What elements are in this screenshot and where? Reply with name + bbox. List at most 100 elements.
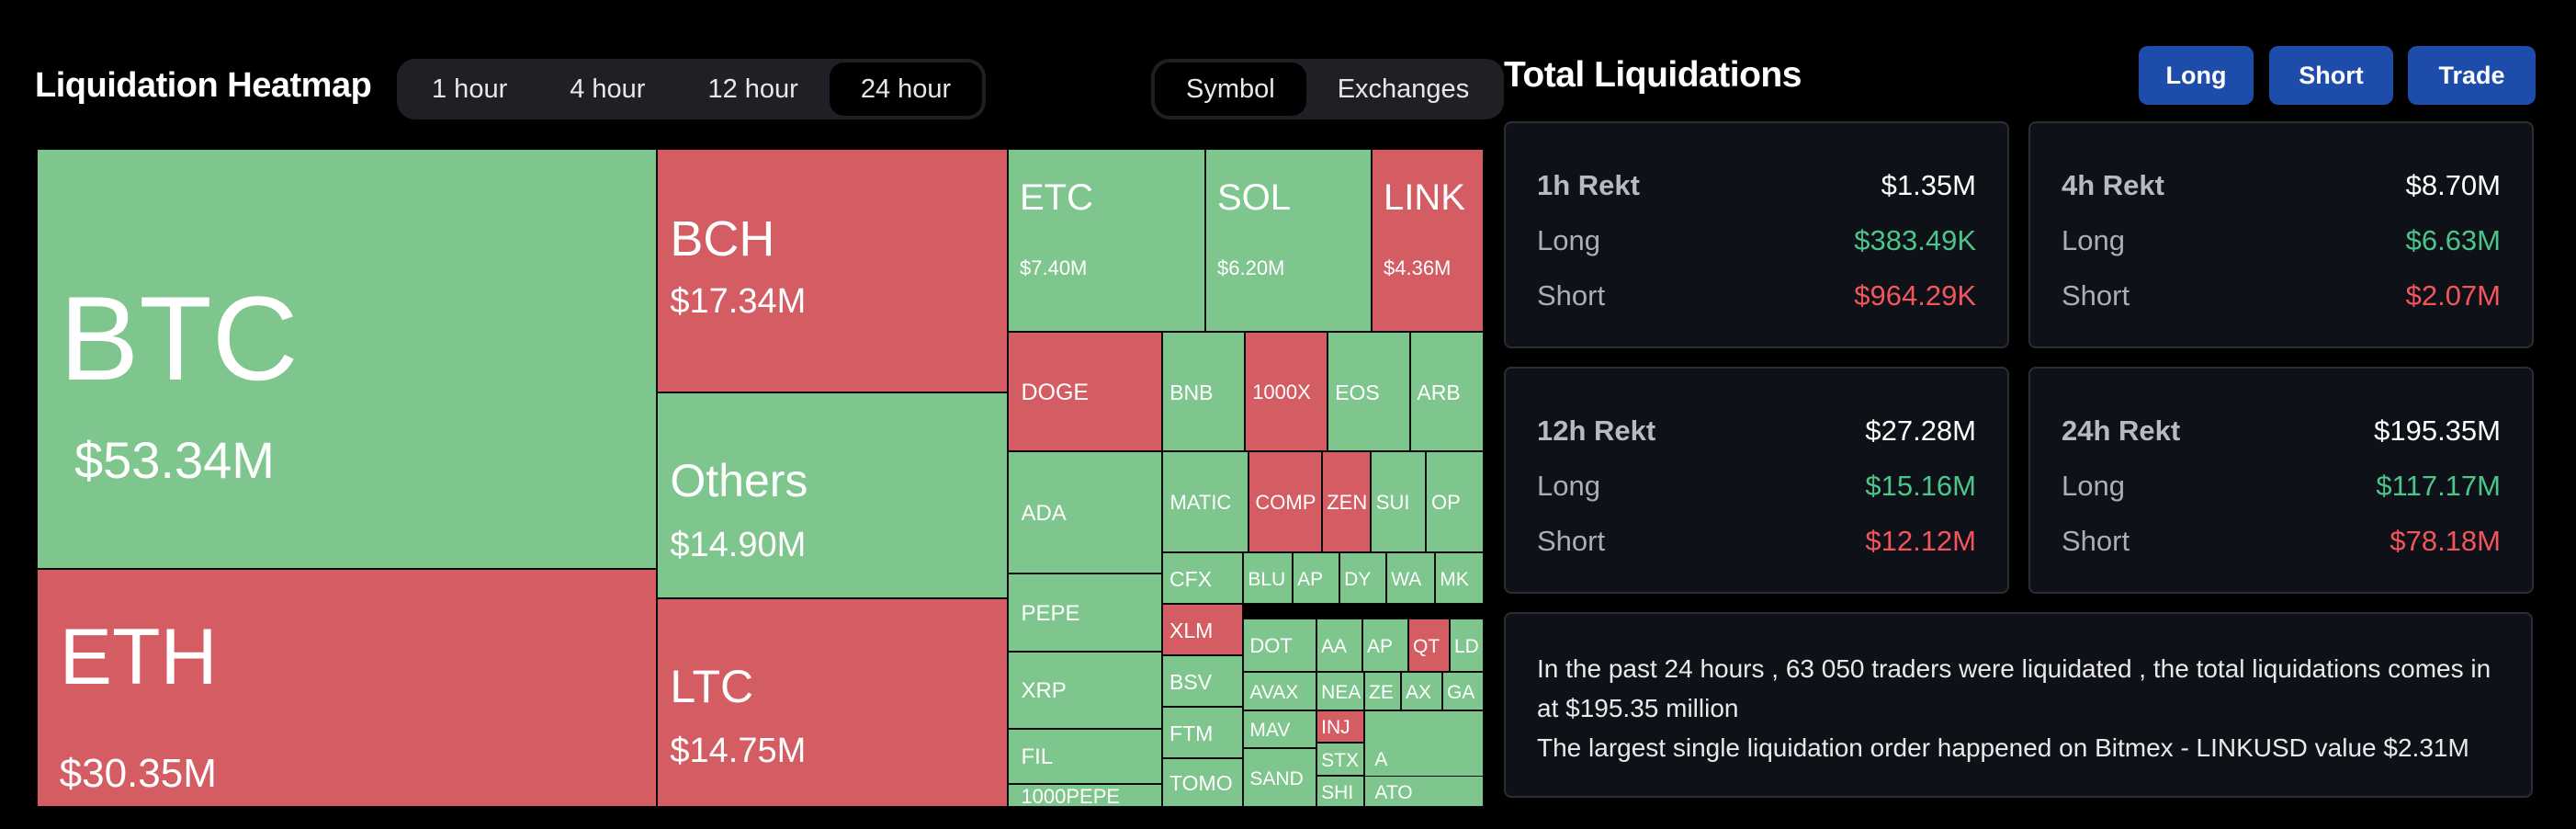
heatmap-cell-ze[interactable]: ZE — [1364, 672, 1401, 710]
heatmap-cell-eth[interactable]: ETH $30.35M — [37, 569, 657, 807]
heatmap-cell-bnb[interactable]: BNB — [1162, 332, 1245, 451]
stat-total: $1.35M — [1881, 169, 1976, 201]
heatmap-cell-mk[interactable]: MK — [1435, 552, 1484, 604]
heatmap-cell-bch[interactable]: BCH $17.34M — [657, 149, 1008, 392]
tab-12-hour[interactable]: 12 hour — [707, 74, 798, 104]
heatmap-symbol: AP — [1297, 568, 1324, 590]
heatmap-cell-xlm[interactable]: XLM — [1162, 604, 1243, 655]
heatmap-cell-blu[interactable]: BLU — [1243, 552, 1293, 604]
stats-card-24h: 24h Rekt $195.35M Long $117.17M Short $78.1… — [2028, 367, 2534, 594]
heatmap-cell-ga[interactable]: GA — [1442, 672, 1484, 710]
heatmap-cell-zen[interactable]: ZEN — [1322, 451, 1371, 552]
heatmap-symbol: ZE — [1369, 681, 1394, 703]
heatmap-cell-comp[interactable]: COMP — [1248, 451, 1322, 552]
heatmap-cell-sui[interactable]: SUI — [1371, 451, 1426, 552]
heatmap-cell-ftm[interactable]: FTM — [1162, 707, 1243, 758]
stat-total: $8.70M — [2405, 169, 2501, 201]
heatmap-symbol: AA — [1321, 635, 1348, 657]
heatmap-cell-1000pepe[interactable]: 1000PEPE — [1008, 784, 1162, 807]
heatmap-cell-ato[interactable]: ATO — [1364, 776, 1484, 807]
heatmap-symbol: ARB — [1417, 380, 1461, 404]
heatmap-symbol: SAND — [1249, 767, 1304, 789]
heatmap-cell-arb[interactable]: ARB — [1410, 332, 1484, 451]
heatmap-symbol: BTC — [59, 271, 299, 405]
heatmap-cell-doge[interactable]: DOGE — [1008, 332, 1162, 451]
heatmap-cell-cfx[interactable]: CFX — [1162, 552, 1243, 604]
heatmap-cell-mav[interactable]: MAV — [1243, 710, 1316, 748]
heatmap-cell-ap[interactable]: AP — [1293, 552, 1339, 604]
short-button[interactable]: Short — [2269, 46, 2393, 105]
liquidation-heatmap: BTC $53.34M ETH $30.35M BCH $17.34M Others $14.… — [37, 149, 1484, 807]
heatmap-value: $14.90M — [670, 526, 807, 564]
heatmap-symbol: AP — [1367, 635, 1394, 657]
heatmap-symbol: BSV — [1169, 669, 1213, 694]
heatmap-symbol: NEA — [1321, 681, 1361, 703]
heatmap-cell-wa[interactable]: WA — [1386, 552, 1435, 604]
heatmap-symbol: EOS — [1335, 380, 1380, 404]
stat-long-value: $15.16M — [1865, 470, 1976, 502]
heatmap-cell-etc[interactable]: ETC $7.40M — [1008, 149, 1205, 332]
heatmap-cell-ada[interactable]: ADA — [1008, 451, 1162, 573]
long-button[interactable]: Long — [2139, 46, 2254, 105]
heatmap-cell-btc[interactable]: BTC $53.34M — [37, 149, 657, 569]
heatmap-cell-nea[interactable]: NEA — [1316, 672, 1364, 710]
heatmap-cell-inj[interactable]: INJ — [1316, 710, 1364, 743]
heatmap-symbol: SHI — [1321, 781, 1354, 803]
heatmap-cell-sand[interactable]: SAND — [1243, 748, 1316, 807]
heatmap-cell-aa[interactable]: AA — [1316, 619, 1362, 672]
heatmap-cell-sol[interactable]: SOL $6.20M — [1205, 149, 1372, 332]
heatmap-cell-matic[interactable]: MATIC — [1162, 451, 1248, 552]
heatmap-cell-eos[interactable]: EOS — [1328, 332, 1410, 451]
timeframe-selector: 1 hour 4 hour 12 hour 24 hour — [397, 59, 987, 119]
heatmap-cell-tomo[interactable]: TOMO — [1162, 758, 1243, 807]
heatmap-cell-shi[interactable]: SHI — [1316, 776, 1364, 807]
tab-symbol[interactable]: Symbol — [1155, 62, 1306, 116]
heatmap-cell-ax[interactable]: AX — [1401, 672, 1442, 710]
stat-long-label: Long — [2062, 224, 2125, 256]
heatmap-symbol: DOGE — [1021, 379, 1090, 405]
heatmap-symbol: FIL — [1021, 744, 1054, 769]
heatmap-symbol: INJ — [1321, 717, 1350, 738]
heatmap-symbol: CFX — [1169, 566, 1213, 591]
stat-total: $27.28M — [1865, 414, 1976, 447]
heatmap-cell-bsv[interactable]: BSV — [1162, 655, 1243, 707]
stat-short-value: $78.18M — [2390, 525, 2501, 557]
heatmap-cell-others[interactable]: Others $14.90M — [657, 392, 1008, 598]
heatmap-symbol: OP — [1431, 491, 1461, 514]
heatmap-symbol: FTM — [1169, 721, 1214, 745]
heatmap-cell-avax[interactable]: AVAX — [1243, 672, 1316, 710]
stat-period: 4h Rekt — [2062, 169, 2164, 201]
heatmap-symbol: Others — [670, 455, 808, 506]
heatmap-cell-stx[interactable]: STX — [1316, 743, 1364, 776]
stat-long-value: $117.17M — [2376, 470, 2501, 502]
heatmap-cell-1000x[interactable]: 1000X — [1245, 332, 1328, 451]
heatmap-symbol: DOT — [1249, 634, 1293, 657]
tab-exchanges[interactable]: Exchanges — [1337, 74, 1470, 104]
stat-long-value: $383.49K — [1854, 224, 1976, 256]
view-selector: Symbol Exchanges — [1151, 59, 1505, 119]
summary-line-1: In the past 24 hours , 63 050 traders we… — [1537, 654, 2491, 722]
heatmap-cell-dot[interactable]: DOT — [1243, 619, 1316, 672]
stat-long-label: Long — [1537, 470, 1600, 502]
heatmap-symbol: 1000PEPE — [1021, 784, 1121, 807]
tab-24-hour[interactable]: 24 hour — [829, 62, 983, 116]
heatmap-symbol: QT — [1413, 635, 1441, 657]
heatmap-cell-ld[interactable]: LD — [1450, 619, 1484, 672]
stat-short-value: $12.12M — [1865, 525, 1976, 557]
heatmap-cell-ap[interactable]: AP — [1362, 619, 1408, 672]
heatmap-cell-dy[interactable]: DY — [1339, 552, 1386, 604]
stat-period: 24h Rekt — [2062, 414, 2181, 447]
heatmap-cell-qt[interactable]: QT — [1408, 619, 1450, 672]
panel-title: Total Liquidations — [1504, 55, 1802, 95]
heatmap-cell-fil[interactable]: FIL — [1008, 729, 1162, 784]
heatmap-cell-ltc[interactable]: LTC $14.75M — [657, 598, 1008, 807]
heatmap-cell-link[interactable]: LINK $4.36M — [1372, 149, 1484, 332]
heatmap-cell-op[interactable]: OP — [1426, 451, 1484, 552]
heatmap-cell-xrp[interactable]: XRP — [1008, 652, 1162, 729]
heatmap-cell-pepe[interactable]: PEPE — [1008, 573, 1162, 652]
tab-4-hour[interactable]: 4 hour — [570, 74, 646, 104]
heatmap-symbol: LD — [1454, 635, 1479, 657]
tab-1-hour[interactable]: 1 hour — [432, 74, 508, 104]
liquidation-summary: In the past 24 hours , 63 050 traders we… — [1504, 612, 2533, 798]
trade-button[interactable]: Trade — [2408, 46, 2536, 105]
